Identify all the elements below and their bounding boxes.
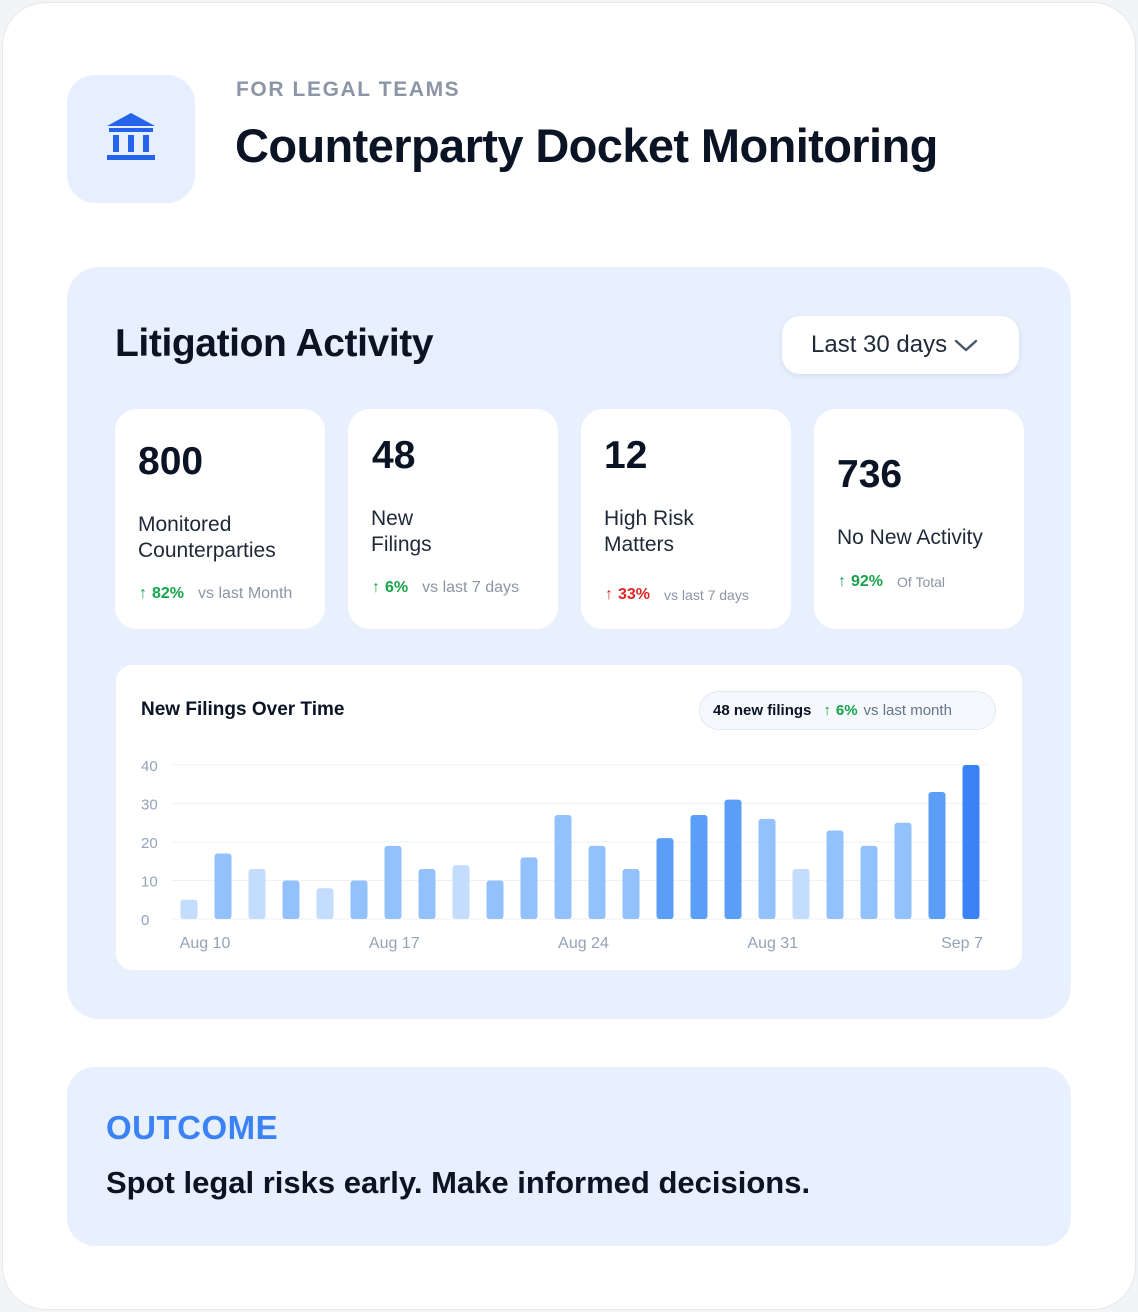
stat-label-line2: Matters bbox=[604, 533, 675, 556]
outcome-text: Spot legal risks early. Make informed de… bbox=[106, 1165, 811, 1200]
stat-label-line2: Counterparties bbox=[138, 539, 276, 562]
outcome-panel bbox=[67, 1067, 1071, 1246]
chart-summary-badge: 48 new filings ↑ 6% vs last month bbox=[699, 691, 996, 730]
stat-delta-comparison: Of Total bbox=[897, 574, 946, 590]
stat-delta-comparison: vs last 7 days bbox=[664, 587, 749, 603]
stat-delta-pct: 33% bbox=[618, 586, 651, 603]
stat-value: 736 bbox=[837, 453, 903, 496]
stat-label-line1: High Risk bbox=[604, 507, 694, 530]
chevron-down-icon bbox=[953, 336, 979, 354]
eyebrow-text: FOR LEGAL TEAMS bbox=[236, 78, 461, 101]
courthouse-icon bbox=[103, 109, 159, 170]
page-title: Counterparty Docket Monitoring bbox=[235, 119, 938, 172]
stat-delta-comparison: vs last 7 days bbox=[422, 579, 520, 596]
stat-card-high-risk: 12 High Risk Matters ↑ 33% vs last 7 day… bbox=[581, 409, 791, 629]
stat-label-line1: New bbox=[371, 507, 414, 530]
stat-card-new-filings: 48 New Filings ↑ 6% vs last 7 days bbox=[348, 409, 558, 629]
stat-delta-pct: 82% bbox=[152, 585, 185, 602]
outcome-label: OUTCOME bbox=[106, 1109, 279, 1146]
stat-delta-pct: 6% bbox=[385, 579, 409, 596]
stat-value: 800 bbox=[138, 440, 204, 483]
chart-summary-count: 48 new filings bbox=[713, 702, 812, 719]
date-range-dropdown[interactable]: Last 30 days bbox=[782, 316, 1019, 374]
logo-tile bbox=[67, 75, 195, 203]
stat-value: 12 bbox=[604, 434, 648, 477]
section-title: Litigation Activity bbox=[115, 322, 434, 365]
stat-delta: ↑ 33% vs last 7 days bbox=[605, 586, 749, 604]
stat-label-line2: Filings bbox=[371, 533, 432, 556]
stat-delta-comparison: vs last Month bbox=[198, 585, 293, 602]
arrow-up-icon: ↑ bbox=[823, 702, 831, 719]
stat-delta: ↑ 92% Of Total bbox=[838, 573, 945, 591]
chart-summary-pct: 6% bbox=[835, 702, 858, 719]
stat-delta: ↑ 82% vs last Month bbox=[139, 585, 292, 603]
stat-label-line1: Monitored bbox=[138, 513, 232, 536]
stat-card-monitored: 800 Monitored Counterparties ↑ 82% vs la… bbox=[115, 409, 325, 629]
arrow-up-icon: ↑ bbox=[605, 586, 613, 603]
date-range-label: Last 30 days bbox=[811, 331, 948, 358]
stat-delta: ↑ 6% vs last 7 days bbox=[372, 579, 519, 597]
stat-label-line1: No New Activity bbox=[837, 526, 983, 549]
stat-value: 48 bbox=[372, 434, 416, 477]
stat-card-no-activity: 736 No New Activity ↑ 92% Of Total bbox=[814, 409, 1024, 629]
stat-delta-pct: 92% bbox=[851, 573, 884, 590]
chart-title: New Filings Over Time bbox=[141, 699, 345, 720]
chart-summary-comparison: vs last month bbox=[863, 702, 952, 719]
arrow-up-icon: ↑ bbox=[838, 573, 846, 590]
arrow-up-icon: ↑ bbox=[139, 585, 147, 602]
arrow-up-icon: ↑ bbox=[372, 579, 380, 596]
